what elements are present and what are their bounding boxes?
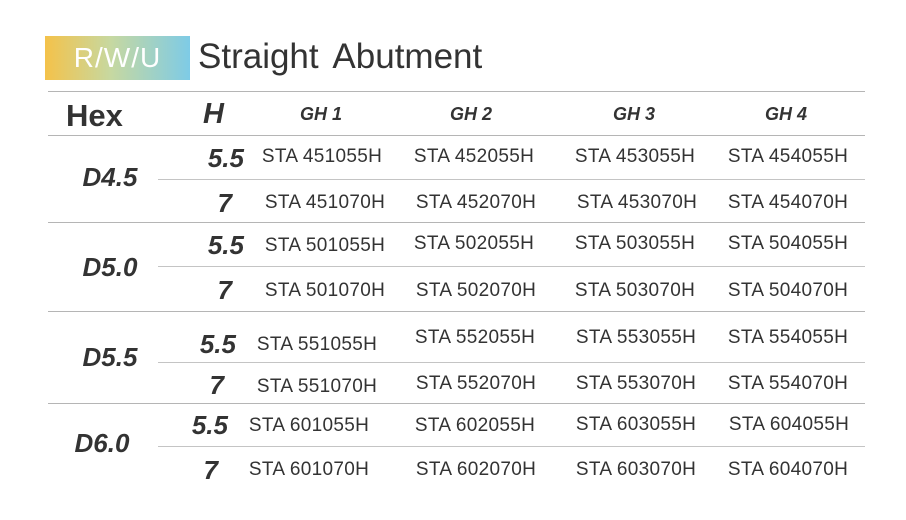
height-value: 5.5 [207,143,244,173]
row-divider [158,446,865,447]
product-code: STA 601070H [248,459,370,480]
column-header-gh3: GH 3 [612,104,655,124]
product-code: STA 504070H [727,280,849,301]
product-code: STA 504055H [727,233,849,254]
product-code: STA 603070H [575,459,697,480]
product-code: STA 601055H [248,415,370,436]
product-code: STA 453070H [576,192,698,213]
diameter-label: D5.0 [82,252,138,282]
product-code: STA 503055H [574,233,696,254]
height-value: 5.5 [207,230,244,260]
product-code: STA 454070H [727,192,849,213]
height-value: 7 [217,188,232,218]
product-code: STA 502070H [415,280,537,301]
column-header-h: H [203,98,224,130]
row-divider [158,362,865,363]
height-value: 5.5 [191,410,228,440]
product-code: STA 602055H [414,415,536,436]
product-code: STA 553055H [575,327,697,348]
product-code: STA 501055H [264,235,386,256]
product-code: STA 452070H [415,192,537,213]
product-code: STA 552055H [414,327,536,348]
height-value: 7 [217,275,232,305]
column-header-gh2: GH 2 [449,104,492,124]
header-top-rule [48,91,865,92]
row-divider [158,179,865,180]
height-value: 7 [203,455,218,485]
product-line-badge: R/W/U [45,36,190,80]
diameter-label: D5.5 [82,342,138,372]
product-code: STA 554055H [727,327,849,348]
product-code: STA 552070H [415,373,537,394]
row-divider [158,266,865,267]
column-header-gh4: GH 4 [764,104,807,124]
product-code: STA 453055H [574,146,696,167]
group-divider [48,403,865,404]
product-code: STA 602070H [415,459,537,480]
diameter-label: D6.0 [74,428,130,458]
group-divider [48,311,865,312]
height-value: 7 [209,370,224,400]
product-code: STA 553070H [575,373,697,394]
product-code: STA 603055H [575,414,697,435]
product-code: STA 502055H [413,233,535,254]
product-code: STA 551070H [256,376,378,397]
header-bottom-rule [48,135,865,136]
product-code: STA 501070H [264,280,386,301]
column-header-hex: Hex [66,98,123,133]
group-divider [48,222,865,223]
product-code: STA 554070H [727,373,849,394]
product-code: STA 452055H [413,146,535,167]
diameter-label: D4.5 [82,162,138,192]
product-code: STA 451055H [261,146,383,167]
product-code: STA 503070H [574,280,696,301]
column-header-gh1: GH 1 [299,104,342,124]
height-value: 5.5 [199,329,236,359]
product-code: STA 604070H [727,459,849,480]
product-code: STA 451070H [264,192,386,213]
product-code: STA 551055H [256,334,378,355]
page-title: Straight Abutment [198,37,483,76]
product-code: STA 454055H [727,146,849,167]
product-code: STA 604055H [728,414,850,435]
